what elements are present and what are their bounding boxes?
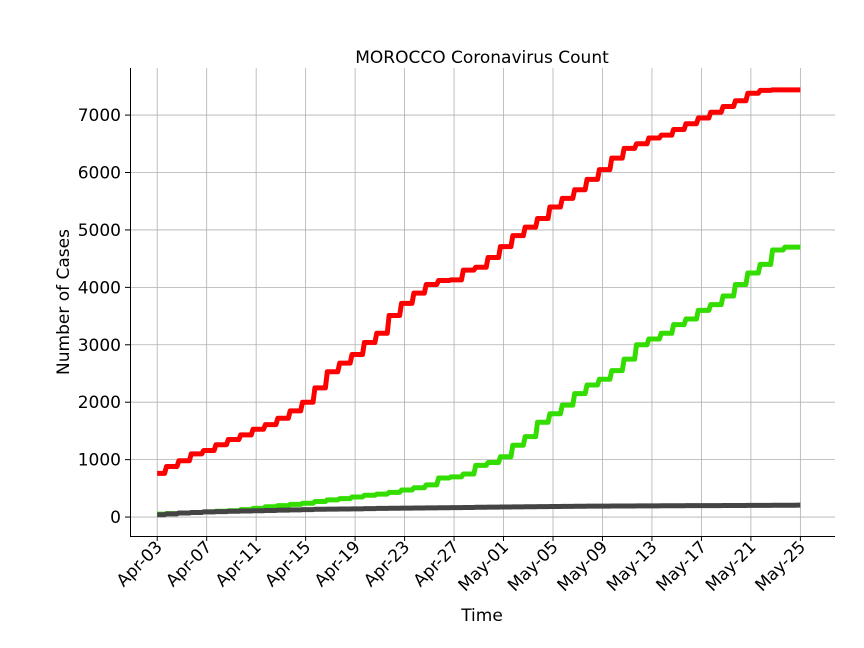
tick-labels: Apr-03Apr-07Apr-11Apr-15Apr-19Apr-23Apr-… — [78, 106, 810, 596]
x-tick-label: Apr-03 — [113, 537, 167, 591]
y-tick-label: 0 — [110, 508, 121, 528]
x-axis-label: Time — [460, 606, 503, 626]
x-tick-label: Apr-19 — [311, 537, 365, 591]
series-line-2 — [157, 502, 801, 518]
x-tick-label: May-21 — [702, 537, 760, 595]
x-tick-label: Apr-23 — [360, 537, 414, 591]
y-axis-label: Number of Cases — [54, 229, 74, 375]
x-tick-label: May-25 — [751, 537, 809, 595]
chart-title: MOROCCO Coronavirus Count — [355, 48, 609, 68]
series-line-0 — [157, 87, 801, 476]
x-tick-label: Apr-11 — [212, 537, 266, 591]
series-lines — [157, 87, 801, 518]
x-tick-label: May-17 — [653, 537, 711, 595]
y-tick-label: 7000 — [78, 106, 121, 126]
series-line-1 — [157, 244, 801, 517]
y-tick-label: 3000 — [78, 336, 121, 356]
y-tick-label: 5000 — [78, 221, 121, 241]
y-tick-label: 1000 — [78, 451, 121, 471]
y-tick-label: 6000 — [78, 164, 121, 184]
y-tick-label: 4000 — [78, 278, 121, 298]
x-tick-label: Apr-15 — [261, 537, 315, 591]
y-tick-label: 2000 — [78, 393, 121, 413]
grid-lines — [130, 68, 835, 536]
x-tick-label: May-09 — [554, 537, 612, 595]
x-tick-label: Apr-07 — [162, 537, 216, 591]
x-tick-label: May-01 — [455, 537, 513, 595]
x-tick-label: May-05 — [504, 537, 562, 595]
x-tick-label: May-13 — [603, 537, 661, 595]
axes — [130, 68, 835, 537]
